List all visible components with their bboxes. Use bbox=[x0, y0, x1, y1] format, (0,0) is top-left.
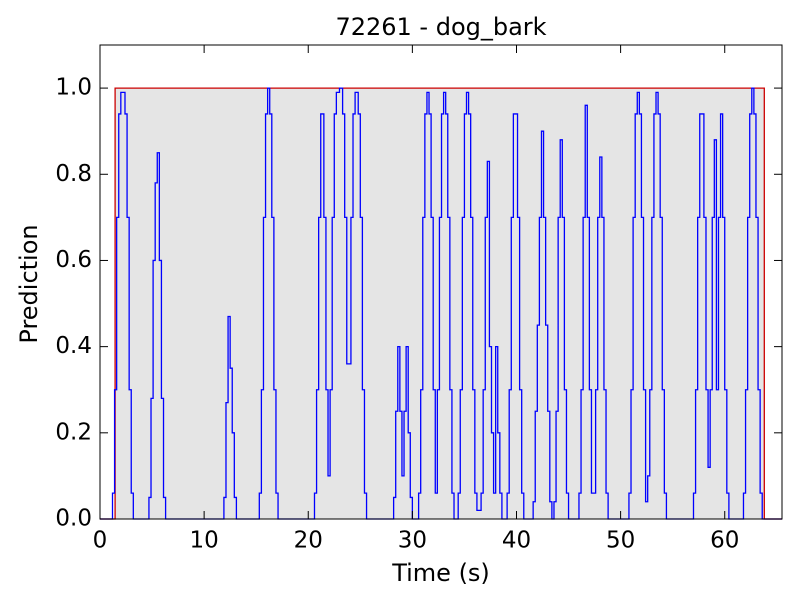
area bbox=[100, 88, 782, 519]
line bbox=[100, 87, 782, 520]
y-tick-label: 0.8 bbox=[55, 161, 92, 187]
x-tick-label: 60 bbox=[710, 528, 739, 554]
y-tick-label: 0.0 bbox=[55, 506, 92, 532]
x-axis-label: Time (s) bbox=[391, 559, 490, 587]
x-tick-label: 0 bbox=[93, 528, 108, 554]
x-tick-label: 50 bbox=[606, 528, 635, 554]
plot-frame bbox=[99, 44, 783, 520]
y-tick-label: 0.4 bbox=[55, 333, 92, 359]
y-tick-label: 0.6 bbox=[55, 247, 92, 273]
x-tick-label: 30 bbox=[398, 528, 427, 554]
x-tick-label: 20 bbox=[294, 528, 323, 554]
x-tick-label: 10 bbox=[189, 528, 218, 554]
y-tick-label: 1.0 bbox=[55, 75, 92, 101]
x-tick-label: 40 bbox=[502, 528, 531, 554]
chart-title: 72261 - dog_bark bbox=[335, 13, 546, 41]
y-axis-label: Prediction bbox=[15, 224, 43, 343]
y-tick-label: 0.2 bbox=[55, 419, 92, 445]
